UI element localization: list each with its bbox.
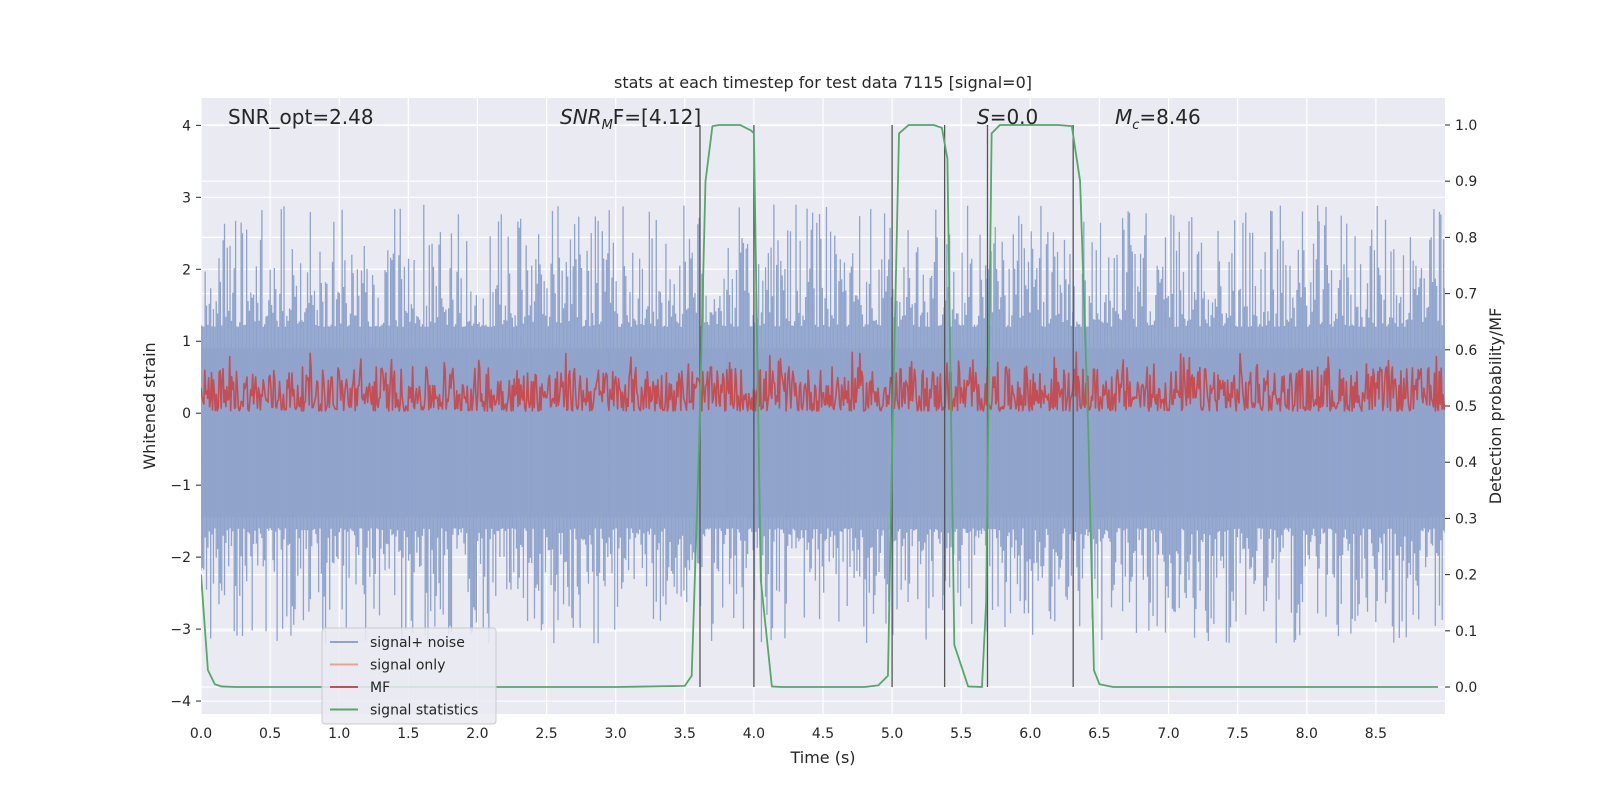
annotation-s: S=0.0: [977, 105, 1038, 129]
x-tick-label: 1.0: [328, 726, 350, 742]
x-tick-label: 1.5: [397, 726, 419, 742]
annotation-mc: Mc=8.46: [1115, 105, 1201, 133]
y-left-tick-label: 0: [182, 406, 191, 422]
legend-label: MF: [370, 680, 390, 696]
y-left-tick-label: 2: [182, 262, 191, 278]
annotation-snr-mf-main: SNR: [560, 105, 602, 129]
ticks: 0.0 0.5 1.0 1.5 2.0 2.5 3.0 3.5 4.0 4.5 5.0 5.5 6.0 6…: [170, 118, 1477, 742]
legend: signal+ noise signal only MF signal statist…: [321, 627, 497, 725]
y-right-tick-label: 0.5: [1455, 399, 1477, 415]
x-tick-label: 6.0: [1019, 726, 1041, 742]
x-tick-label: 0.0: [190, 726, 212, 742]
y-right-tick-label: 0.9: [1455, 174, 1477, 190]
y-left-tick-label: 3: [182, 190, 191, 206]
y-left-tick-label: −3: [170, 622, 191, 638]
annotation-snr-mf-sub: M: [602, 118, 613, 133]
y-left-tick-label: 1: [182, 334, 191, 350]
annotation-snr-mf-rest: F=[4.12]: [613, 105, 701, 129]
y-axis-label-left: Whitened strain: [140, 342, 159, 469]
x-tick-label: 4.5: [812, 726, 834, 742]
y-right-tick-label: 0.8: [1455, 230, 1477, 246]
x-tick-label: 8.0: [1296, 726, 1318, 742]
annotation-s-rest: =0.0: [990, 105, 1039, 129]
series-signal-statistics: [201, 124, 1439, 688]
y-right-tick-label: 0.2: [1455, 568, 1477, 584]
y-right-tick-label: 1.0: [1455, 118, 1477, 134]
y-right-tick-label: 0.1: [1455, 624, 1477, 640]
x-tick-label: 7.5: [1227, 726, 1249, 742]
x-tick-label: 7.0: [1157, 726, 1179, 742]
x-tick-label: 2.5: [535, 726, 557, 742]
annotation-mc-main: M: [1115, 105, 1132, 129]
series-mf: [201, 351, 1445, 412]
x-tick-label: 3.5: [674, 726, 696, 742]
y-right-tick-label: 0.7: [1455, 287, 1477, 303]
x-tick-label: 8.5: [1365, 726, 1387, 742]
legend-label: signal+ noise: [370, 635, 465, 651]
annotation-mc-rest: =8.46: [1139, 105, 1200, 129]
x-tick-label: 5.0: [881, 726, 903, 742]
legend-label: signal statistics: [370, 703, 478, 719]
annotation-s-italic: S: [977, 105, 990, 129]
y-left-tick-label: −1: [170, 478, 191, 494]
chart-title: stats at each timestep for test data 711…: [614, 73, 1032, 92]
y-right-tick-label: 0.6: [1455, 343, 1477, 359]
annotation-snr-mf: SNRMF=[4.12]: [560, 105, 701, 133]
y-right-tick-label: 0.0: [1455, 680, 1477, 696]
annotation-snr-opt: SNR_opt=2.48: [228, 105, 374, 129]
y-right-tick-label: 0.4: [1455, 455, 1477, 471]
x-tick-label: 2.0: [466, 726, 488, 742]
y-left-tick-label: 4: [182, 118, 191, 134]
annotation-mc-sub: c: [1132, 118, 1139, 133]
legend-label: signal only: [370, 658, 445, 674]
y-axis-label-right: Detection probability/MF: [1486, 308, 1505, 505]
y-left-tick-label: −2: [170, 550, 191, 566]
legend-box: [321, 627, 497, 725]
y-left-tick-label: −4: [170, 694, 191, 710]
x-tick-label: 0.5: [259, 726, 281, 742]
series-layer: [201, 124, 1445, 688]
x-axis-label: Time (s): [789, 748, 855, 767]
x-tick-label: 6.5: [1088, 726, 1110, 742]
x-tick-label: 5.5: [950, 726, 972, 742]
x-tick-label: 4.0: [743, 726, 765, 742]
x-tick-label: 3.0: [605, 726, 627, 742]
y-right-tick-label: 0.3: [1455, 511, 1477, 527]
